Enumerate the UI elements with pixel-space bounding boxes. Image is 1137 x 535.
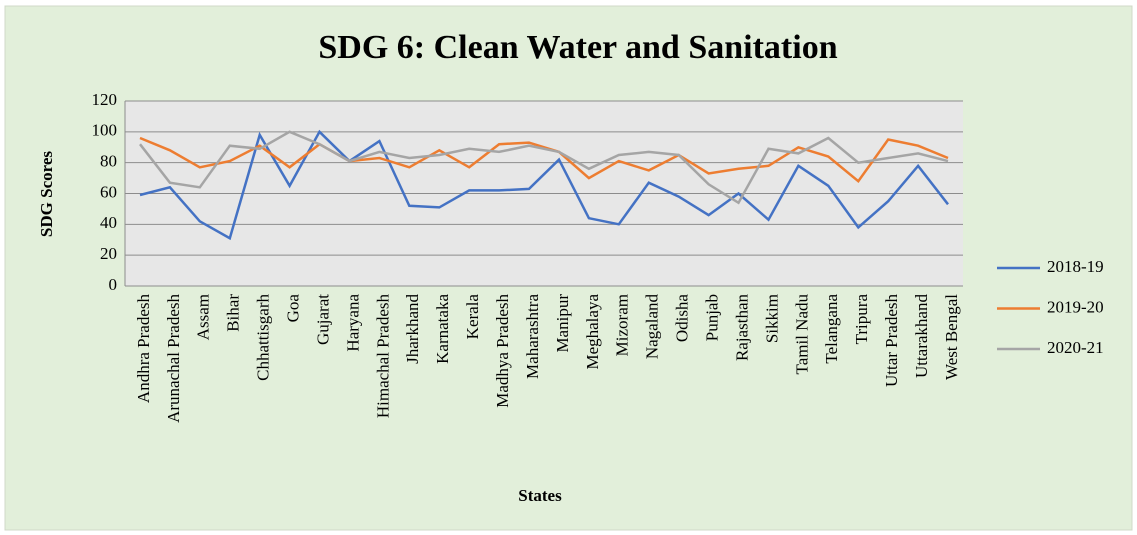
x-tick-label: Odisha [673, 294, 692, 343]
legend-label: 2018-19 [1047, 257, 1104, 276]
x-tick-label: Uttarakhand [912, 294, 931, 379]
x-tick-label: Meghalaya [583, 294, 602, 370]
x-tick-label: Gujarat [313, 294, 332, 345]
legend-label: 2019-20 [1047, 297, 1104, 316]
x-tick-label: Uttar Pradesh [882, 294, 901, 388]
x-tick-label: Tamil Nadu [792, 294, 811, 375]
x-tick-label: Nagaland [643, 294, 662, 360]
chart-title: SDG 6: Clean Water and Sanitation [318, 29, 837, 66]
series-line [139, 129, 949, 241]
x-tick-label: Rajasthan [732, 294, 751, 362]
x-tick-label: West Bengal [942, 294, 961, 380]
y-axis-label: SDG Scores [37, 151, 56, 237]
x-tick-label: Andhra Pradesh [134, 294, 153, 404]
x-tick-label: Karnataka [433, 294, 452, 364]
x-tick-label: Telangana [822, 294, 841, 364]
x-tick-label: Haryana [343, 294, 362, 352]
x-tick-label: Tripura [852, 294, 871, 345]
series-line [139, 130, 949, 205]
series-line [139, 136, 949, 184]
x-tick-label: Mizoram [613, 294, 632, 356]
x-tick-label: Assam [194, 294, 213, 340]
x-tick-label: Bihar [224, 294, 243, 332]
y-tick-label: 60 [100, 182, 117, 201]
x-tick-label: Kerala [463, 294, 482, 340]
x-tick-label: Punjab [703, 294, 722, 341]
x-tick-label: Maharashtra [523, 294, 542, 379]
x-tick-label: Jharkhand [403, 294, 422, 364]
x-tick-label: Arunachal Pradesh [164, 294, 183, 423]
x-tick-label: Himachal Pradesh [373, 294, 392, 419]
x-tick-label: Madhya Pradesh [493, 294, 512, 408]
y-tick-label: 20 [100, 244, 117, 263]
y-tick-label: 0 [109, 275, 118, 294]
x-tick-label: Sikkim [762, 294, 781, 343]
y-tick-label: 80 [100, 152, 117, 171]
legend-label: 2020-21 [1047, 338, 1104, 357]
x-tick-label: Chhattisgarh [254, 294, 273, 381]
y-tick-label: 40 [100, 213, 117, 232]
x-axis-label: States [518, 486, 562, 505]
x-tick-label: Goa [284, 294, 303, 323]
y-tick-label: 100 [92, 121, 118, 140]
x-tick-label: Manipur [553, 294, 572, 353]
y-tick-label: 120 [92, 90, 118, 109]
